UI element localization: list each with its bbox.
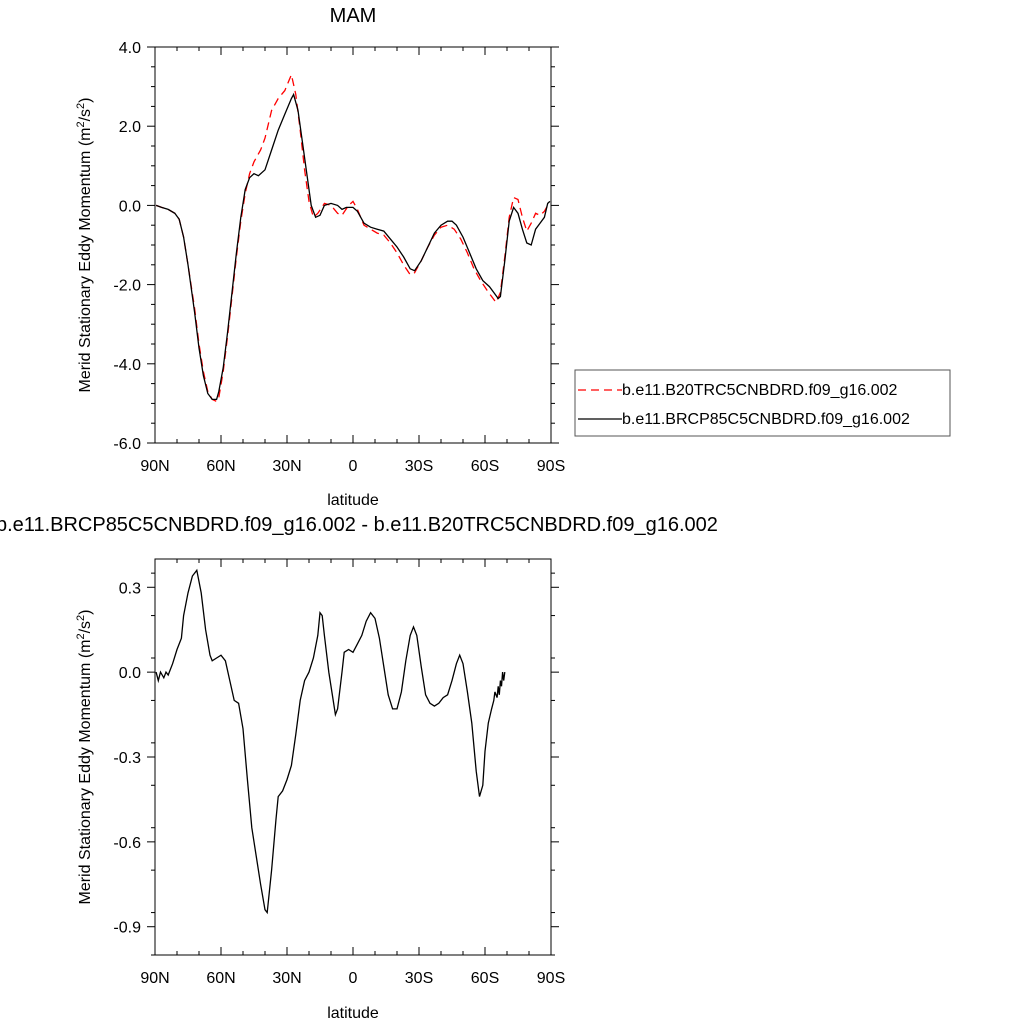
x-tick-label: 0 <box>349 458 358 475</box>
y-tick-label: -2.0 <box>113 278 141 295</box>
y-tick-label: 4.0 <box>119 40 141 57</box>
y-tick-label: 0.0 <box>119 198 141 215</box>
top-x-tick-labels: 90N 60N 30N 0 30S 60S 90S <box>140 458 565 475</box>
legend: b.e11.B20TRC5CNBDRD.f09_g16.002 b.e11.BR… <box>574 369 951 437</box>
bottom-plot-area <box>147 558 559 956</box>
y-tick-label: 0.3 <box>119 580 141 597</box>
top-ticks <box>147 46 559 444</box>
top-x-axis-label: latitude <box>327 492 379 509</box>
bottom-y-tick-labels: -0.9 -0.6 -0.3 0.0 0.3 <box>113 580 141 936</box>
legend-label-b20trc: b.e11.B20TRC5CNBDRD.f09_g16.002 <box>622 382 898 399</box>
x-tick-label: 30S <box>405 458 433 475</box>
bottom-panel: b.e11.BRCP85C5CNBDRD.f09_g16.002 - b.e11… <box>0 514 718 1022</box>
bottom-x-tick-labels: 90N 60N 30N 0 30S 60S 90S <box>140 970 565 987</box>
x-tick-label: 60N <box>206 458 235 475</box>
top-plot-area <box>147 46 559 444</box>
top-plot-frame <box>154 46 552 444</box>
bottom-x-axis-label: latitude <box>327 1005 379 1022</box>
top-y-axis-label: Merid Stationary Eddy Momentum (m2/s2) <box>75 97 94 392</box>
top-chart-title: MAM <box>330 5 377 27</box>
x-tick-label: 60N <box>206 970 235 987</box>
y-tick-label: -4.0 <box>113 357 141 374</box>
top-series-dashed-line <box>155 72 550 403</box>
x-tick-label: 90S <box>537 458 565 475</box>
bottom-series-difference-line <box>155 568 506 915</box>
bottom-chart-title: b.e11.BRCP85C5CNBDRD.f09_g16.002 - b.e11… <box>0 514 718 536</box>
x-tick-label: 30N <box>272 458 301 475</box>
bottom-ticks <box>147 559 559 956</box>
x-tick-label: 30N <box>272 970 301 987</box>
legend-box <box>574 369 951 437</box>
x-tick-label: 30S <box>405 970 433 987</box>
x-tick-label: 90N <box>140 458 169 475</box>
x-tick-label: 60S <box>471 970 499 987</box>
y-tick-label: -0.6 <box>113 835 141 852</box>
bottom-plot-frame <box>154 558 552 956</box>
top-panel: MAM 90N 60N 30N 0 30S 60S 90S -6.0 -4.0 -2.0 0.0 2… <box>75 5 951 509</box>
y-tick-label: -0.9 <box>113 920 141 937</box>
y-tick-label: 0.0 <box>119 665 141 682</box>
top-y-tick-labels: -6.0 -4.0 -2.0 0.0 2.0 4.0 <box>113 40 141 453</box>
x-tick-label: 60S <box>471 458 499 475</box>
bottom-y-axis-label: Merid Stationary Eddy Momentum (m2/s2) <box>75 609 94 904</box>
legend-label-brcp85: b.e11.BRCP85C5CNBDRD.f09_g16.002 <box>622 411 910 428</box>
x-tick-label: 90N <box>140 970 169 987</box>
y-tick-label: 2.0 <box>119 119 141 136</box>
top-series-solid-line <box>155 92 551 401</box>
y-tick-label: -0.3 <box>113 750 141 767</box>
y-tick-label: -6.0 <box>113 436 141 453</box>
x-tick-label: 0 <box>349 970 358 987</box>
x-tick-label: 90S <box>537 970 565 987</box>
